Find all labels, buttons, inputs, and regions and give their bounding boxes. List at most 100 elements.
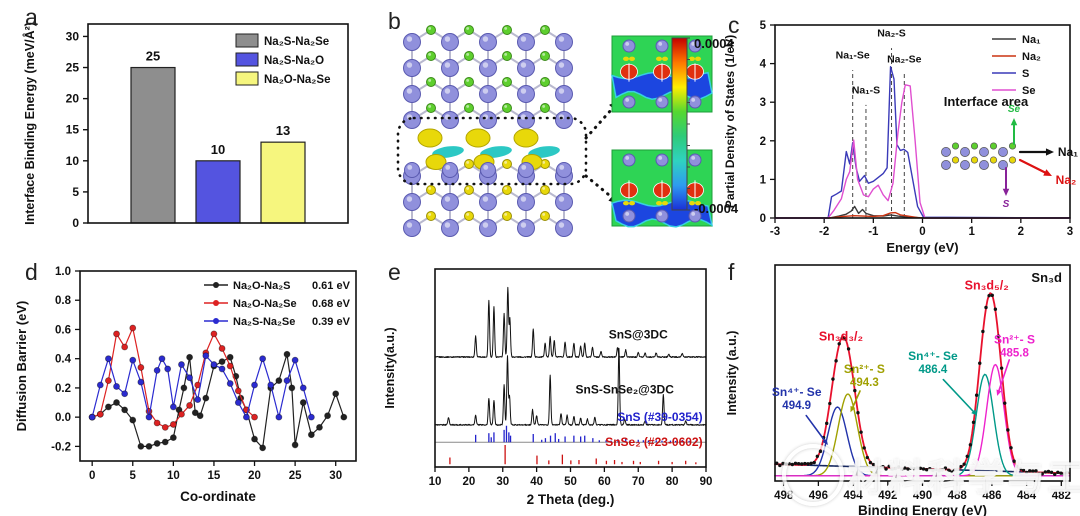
component-arrow xyxy=(805,414,827,443)
inset-yellow-bit xyxy=(695,56,701,61)
atom xyxy=(502,103,512,113)
atom-highlight xyxy=(444,196,451,202)
component-arrow xyxy=(997,359,1011,394)
inset-atom xyxy=(979,160,989,170)
atom-highlight xyxy=(658,155,663,160)
xps-data-point xyxy=(949,469,954,473)
atom-highlight xyxy=(482,222,489,228)
data-marker xyxy=(96,410,104,418)
x-axis-title: Co-ordinate xyxy=(180,489,256,504)
x-tick-label: -3 xyxy=(770,226,780,238)
xps-data-point xyxy=(999,366,1004,370)
atom xyxy=(464,103,474,113)
atom xyxy=(622,209,636,223)
xps-data-point xyxy=(924,468,929,472)
stick-label: SnS (#39-0354) xyxy=(617,410,702,424)
xps-data-point xyxy=(787,462,791,466)
panel-f-xps: f 498 496 494 492 490 488 486 484 482 Binding Ene… xyxy=(720,255,1080,516)
xps-data-point xyxy=(968,443,973,447)
atom xyxy=(540,103,550,113)
panel-label-a: a xyxy=(25,4,38,30)
y-axis-title: Partial Density of States (1/eV) xyxy=(723,35,737,208)
data-marker xyxy=(88,413,96,421)
legend-value: 0.39 eV xyxy=(312,316,351,328)
x-tick-label: 482 xyxy=(1052,490,1071,502)
component-label: Sn²⁺- S xyxy=(994,333,1035,347)
atom xyxy=(441,111,459,129)
atom-highlight xyxy=(406,88,413,94)
inset-arrow-se-head xyxy=(1010,118,1018,126)
y-tick-label: -0.2 xyxy=(51,441,71,453)
data-marker xyxy=(180,384,188,392)
xps-data-point xyxy=(906,467,910,471)
data-marker xyxy=(210,330,218,338)
inset-title: Interface area xyxy=(944,94,1029,109)
x-tick-label: 496 xyxy=(809,490,828,502)
xps-data-point xyxy=(812,460,816,465)
atom-highlight xyxy=(542,160,546,164)
atom xyxy=(464,159,474,169)
xps-data-point xyxy=(818,449,823,454)
xps-data-point xyxy=(881,465,885,469)
x-tick-label: 30 xyxy=(329,470,342,482)
atom-highlight xyxy=(428,26,432,30)
x-tick-label: 3 xyxy=(1067,226,1073,238)
x-tick-label: 1 xyxy=(968,226,975,238)
atom-highlight xyxy=(466,212,470,216)
dotted-arrow-bottom xyxy=(584,174,616,201)
xps-component xyxy=(774,363,1071,477)
legend-label: Na₁ xyxy=(1022,34,1041,46)
inset-atom xyxy=(951,156,960,164)
atom xyxy=(479,33,497,51)
xps-data-point xyxy=(1065,470,1069,475)
xps-data-point xyxy=(918,466,923,471)
inset-atom xyxy=(989,156,998,164)
xps-spectrum-chart: 498 496 494 492 490 488 486 484 482 Binding Energ… xyxy=(725,264,1071,516)
atom xyxy=(441,219,459,237)
y-axis-title: Interface Binding Energy (meV/Å²) xyxy=(22,22,37,225)
isosurface-yellow xyxy=(417,128,443,148)
xps-data-point xyxy=(846,347,851,351)
atom-highlight xyxy=(406,62,413,68)
xps-data-point xyxy=(940,468,944,472)
data-marker xyxy=(299,384,307,392)
atom-highlight xyxy=(444,88,451,94)
atom-highlight xyxy=(542,26,546,30)
bar-value-label: 25 xyxy=(146,49,160,64)
atom-highlight xyxy=(466,160,470,164)
panel-label-d: d xyxy=(25,259,38,285)
component-arrow-head xyxy=(971,409,978,416)
panel-label-c: c xyxy=(728,12,740,38)
y-tick-label: 1 xyxy=(760,174,767,186)
bar-Na₂S-Na₂O xyxy=(195,160,241,224)
data-marker xyxy=(275,413,283,421)
xps-data-point xyxy=(996,334,1001,338)
atom xyxy=(622,95,636,109)
xps-data-point xyxy=(1028,469,1032,473)
data-marker xyxy=(129,416,137,424)
inset-atom xyxy=(989,142,998,150)
data-marker xyxy=(291,356,299,364)
xrd-trace xyxy=(434,286,707,359)
panel-a-binding-energy: a 0 5 10 15 20 25 30 Interface Binding Energy (… xyxy=(0,0,360,255)
xps-data-point xyxy=(868,460,873,465)
y-axis-title: Diffusion Barrier (eV) xyxy=(14,301,29,432)
atom-highlight xyxy=(407,164,413,170)
data-marker xyxy=(153,440,161,447)
xps-data-point xyxy=(1046,469,1051,474)
data-marker xyxy=(259,355,267,363)
data-marker xyxy=(129,356,137,364)
xps-data-point xyxy=(1031,469,1035,473)
atom xyxy=(403,33,421,51)
legend-label: Na₂S-Na₂Se xyxy=(264,36,329,48)
xps-data-point xyxy=(793,461,798,466)
xps-data-point xyxy=(1012,459,1016,463)
atom xyxy=(502,25,512,35)
data-marker xyxy=(169,403,177,411)
xps-data-point xyxy=(1056,470,1060,474)
xps-data-point xyxy=(1003,401,1007,405)
inset-atom xyxy=(1008,156,1017,164)
atom xyxy=(540,77,550,87)
xps-data-point xyxy=(956,467,960,472)
atom-highlight xyxy=(504,26,508,30)
